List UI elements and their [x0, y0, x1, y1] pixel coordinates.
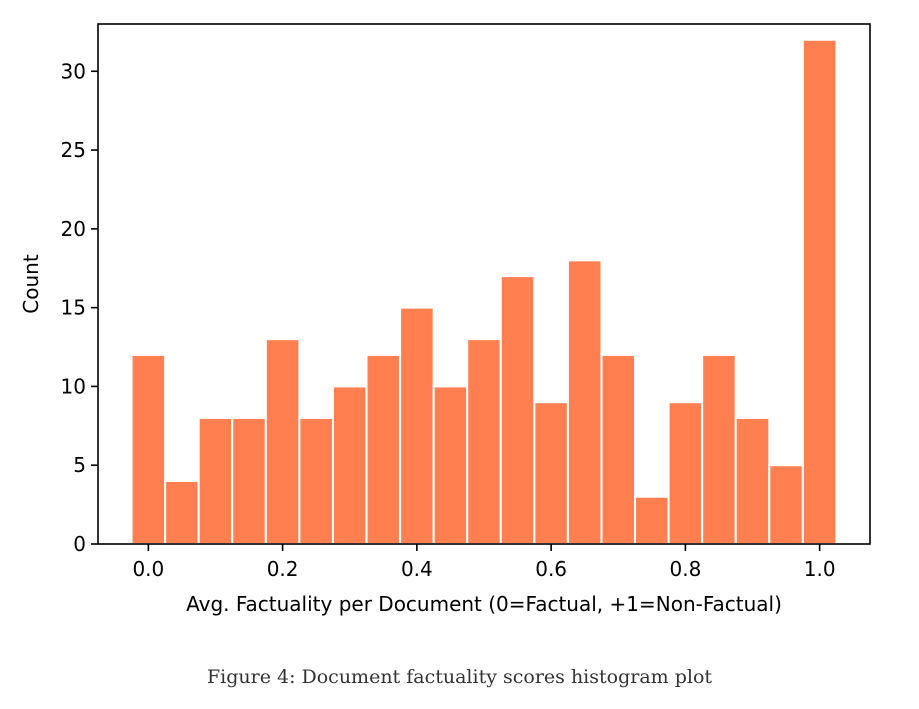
y-tick-label: 20: [61, 217, 86, 241]
histogram-bar: [399, 306, 435, 545]
histogram-bar: [231, 416, 267, 545]
histogram-bar: [768, 464, 804, 546]
histogram-bar: [701, 353, 737, 545]
y-tick-label: 30: [61, 59, 86, 83]
histogram-bar: [600, 353, 637, 545]
histogram-bar: [432, 385, 469, 546]
histogram-bar: [331, 385, 368, 546]
x-tick-label: 1.0: [804, 557, 836, 581]
x-axis-ticks: 0.0 0.2 0.4 0.6 0.8 1.0: [132, 544, 836, 581]
y-tick-label: 5: [73, 453, 86, 477]
histogram-bar: [264, 338, 301, 545]
y-tick-label: 0: [73, 532, 86, 556]
histogram-bar: [801, 38, 838, 546]
y-axis-ticks: 0 5 10 15 20 25 30: [61, 59, 98, 556]
histogram-bar: [164, 479, 200, 545]
y-axis-title: Count: [19, 254, 43, 314]
x-tick-label: 0.6: [535, 557, 567, 581]
y-tick-label: 15: [61, 296, 86, 320]
x-tick-label: 0.2: [267, 557, 299, 581]
histogram-bar: [634, 495, 670, 545]
histogram-bar: [298, 416, 334, 545]
histogram-bar: [197, 416, 234, 545]
y-tick-label: 10: [61, 374, 86, 398]
histogram-bar: [365, 353, 402, 545]
histogram-bar: [466, 338, 502, 545]
x-tick-label: 0.8: [669, 557, 701, 581]
histogram-bar: [499, 275, 536, 545]
histogram-bar: [130, 353, 167, 545]
histogram-bar: [533, 401, 569, 545]
x-tick-label: 0.0: [132, 557, 164, 581]
figure-caption: Figure 4: Document factuality scores his…: [206, 666, 713, 688]
histogram-bar: [566, 259, 603, 545]
histogram-chart: 0.0 0.2 0.4 0.6 0.8 1.0 0 5 10 15 20 25 30 Avg. Fac…: [19, 23, 871, 616]
histogram-bar: [734, 416, 771, 545]
x-axis-title: Avg. Factuality per Document (0=Factual,…: [186, 592, 782, 616]
x-tick-label: 0.4: [401, 557, 433, 581]
plot-frame: [97, 23, 871, 545]
y-tick-label: 25: [61, 138, 86, 162]
histogram-bar: [667, 401, 704, 545]
bars-group: [130, 38, 838, 546]
